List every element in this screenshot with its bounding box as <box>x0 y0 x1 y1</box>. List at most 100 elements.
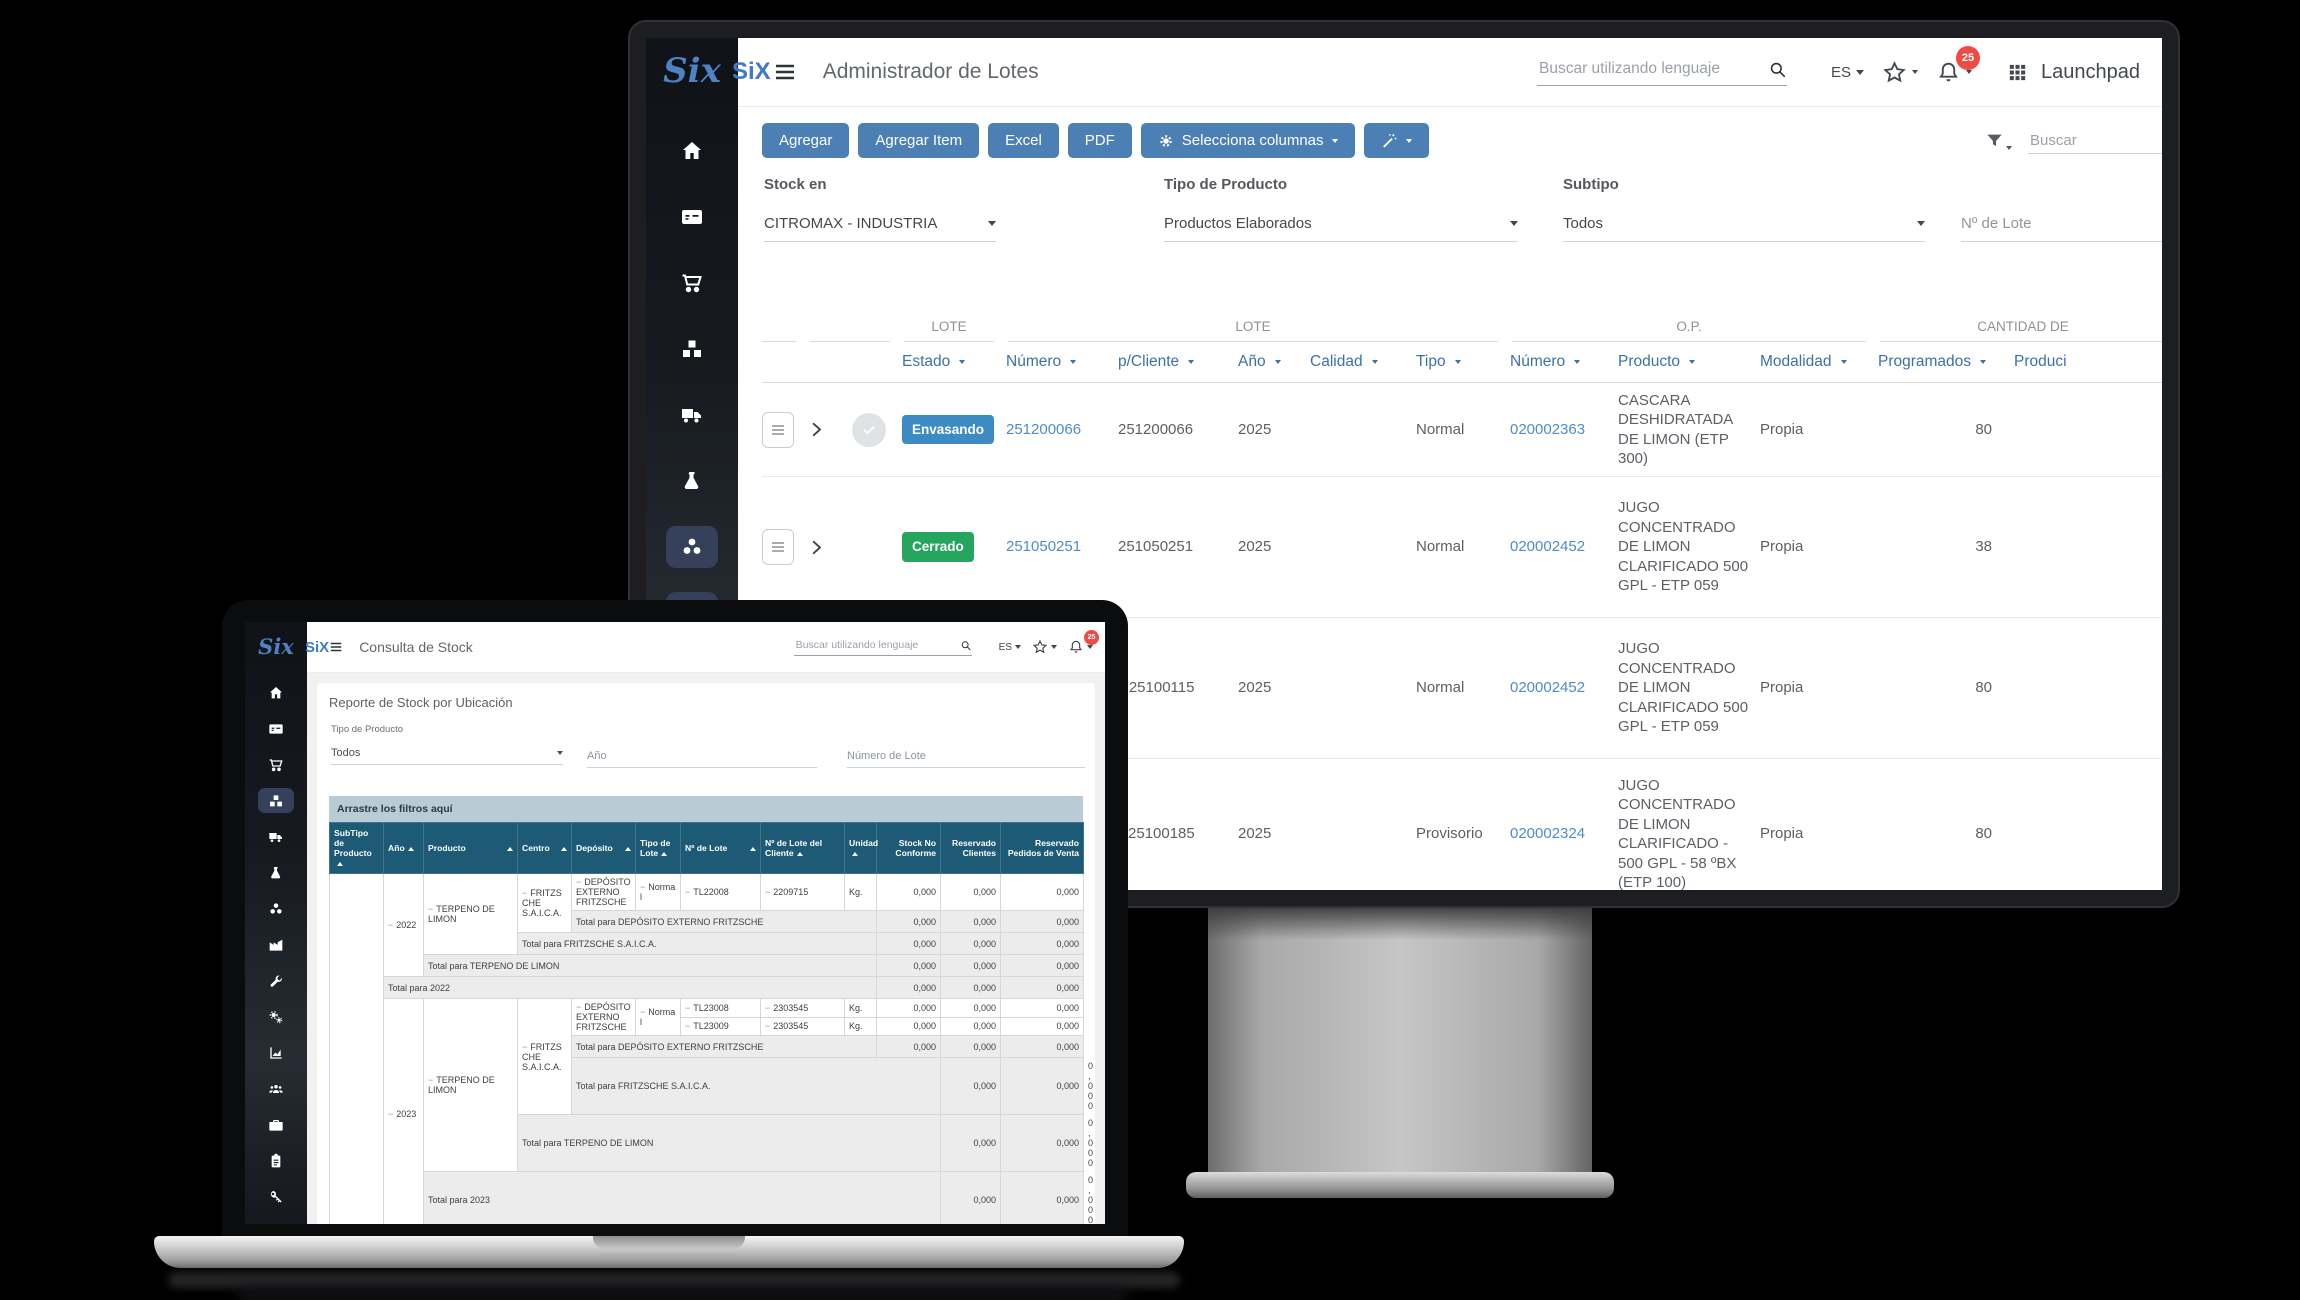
sidebar-item-users[interactable] <box>258 1076 294 1101</box>
favorites-menu[interactable] <box>1882 60 1919 85</box>
magic-actions-button[interactable] <box>1363 123 1429 158</box>
col-tipo[interactable]: Tipo <box>1416 353 1510 371</box>
col-reservado-pedidos[interactable]: Reservado Pedidos de Venta <box>1000 822 1084 874</box>
col-p-cliente[interactable]: p/Cliente <box>1118 353 1238 371</box>
collapse-icon[interactable] <box>388 920 396 930</box>
sidebar-item-clipboard[interactable] <box>258 1148 294 1173</box>
sidebar-item-invoice[interactable] <box>666 196 718 238</box>
subtipo-select[interactable]: Todos <box>1563 215 1925 242</box>
col-stock-no-conforme[interactable]: Stock No Conforme <box>876 822 941 874</box>
sidebar-item-molecule[interactable] <box>258 896 294 921</box>
app-logo[interactable]: Six <box>245 622 307 670</box>
collapse-icon[interactable] <box>388 1109 396 1119</box>
expand-chevron-icon[interactable] <box>808 539 825 556</box>
col-nro-lote[interactable]: Nº de Lote <box>680 822 761 874</box>
sidebar-item-truck[interactable] <box>258 824 294 849</box>
collapse-icon[interactable] <box>685 887 693 897</box>
sidebar-item-gears[interactable] <box>258 1004 294 1029</box>
search-icon[interactable] <box>960 639 972 652</box>
collapse-icon[interactable] <box>765 887 773 897</box>
filter-menu[interactable] <box>1985 131 2012 150</box>
favorites-menu[interactable] <box>1032 639 1057 655</box>
col-subtipo[interactable]: SubTipo de Producto <box>329 822 384 874</box>
collapse-icon[interactable] <box>640 882 648 892</box>
collapse-icon[interactable] <box>765 1021 773 1031</box>
notifications-menu[interactable]: 25 <box>1068 630 1099 655</box>
sidebar-item-home[interactable] <box>258 680 294 705</box>
agregar-button[interactable]: Agregar <box>762 123 850 158</box>
col-producto[interactable]: Producto <box>1618 353 1760 371</box>
excel-button[interactable]: Excel <box>988 123 1059 158</box>
col-reservado-clientes[interactable]: Reservado Clientes <box>940 822 1001 874</box>
global-search-input[interactable] <box>1537 59 1768 79</box>
sidebar-item-cart[interactable] <box>666 262 718 304</box>
notifications-menu[interactable]: 25 <box>1936 45 1981 85</box>
op-number-link[interactable]: 020002452 <box>1510 538 1586 556</box>
sidebar-item-factory[interactable] <box>258 932 294 957</box>
nro-lote-input[interactable] <box>1961 215 2162 242</box>
col-numero[interactable]: Número <box>1006 353 1118 371</box>
op-number-link[interactable]: 020002324 <box>1510 825 1586 843</box>
tipo-producto-select[interactable]: Todos <box>331 747 563 765</box>
sidebar-item-flask[interactable] <box>258 860 294 885</box>
sidebar-item-cart[interactable] <box>258 752 294 777</box>
sidebar-item-truck[interactable] <box>666 394 718 436</box>
col-estado[interactable]: Estado <box>902 353 1006 371</box>
col-deposito[interactable]: Depósito <box>571 822 636 874</box>
agregar-item-button[interactable]: Agregar Item <box>858 123 980 158</box>
collapse-icon[interactable] <box>765 1003 773 1013</box>
launchpad-button[interactable]: Launchpad <box>2006 61 2140 84</box>
sidebar-item-briefcase[interactable] <box>258 1112 294 1137</box>
col-calidad[interactable]: Calidad <box>1310 353 1416 371</box>
sidebar-item-home[interactable] <box>666 130 718 172</box>
collapse-icon[interactable] <box>522 888 530 898</box>
sidebar-item-invoice[interactable] <box>258 716 294 741</box>
lote-number-link[interactable]: 251050251 <box>1006 538 1082 556</box>
expand-chevron-icon[interactable] <box>808 421 825 438</box>
global-search-input[interactable] <box>793 638 960 652</box>
menu-icon[interactable] <box>773 60 797 84</box>
sidebar-item-molecule[interactable] <box>666 526 718 568</box>
language-selector[interactable]: ES <box>1831 64 1865 81</box>
col-producidos[interactable]: Produci <box>2014 353 2067 370</box>
numero-lote-input[interactable] <box>847 750 1085 768</box>
table-search-input[interactable] <box>2028 127 2162 154</box>
col-producto[interactable]: Producto <box>423 822 518 874</box>
sidebar-item-chart[interactable] <box>258 1040 294 1065</box>
op-number-link[interactable]: 020002363 <box>1510 420 1586 438</box>
lote-number-link[interactable]: 251200066 <box>1006 420 1082 438</box>
col-modalidad[interactable]: Modalidad <box>1760 353 1878 371</box>
col-op-numero[interactable]: Número <box>1510 353 1618 371</box>
language-selector[interactable]: ES <box>999 642 1021 653</box>
col-centro[interactable]: Centro <box>517 822 572 874</box>
col-ano[interactable]: Año <box>383 822 424 874</box>
collapse-icon[interactable] <box>428 904 436 914</box>
sidebar-item-boxes[interactable] <box>258 788 294 813</box>
app-logo[interactable]: Six <box>646 38 738 104</box>
drag-filters-hint[interactable]: Arrastre los filtros aquí <box>329 796 1083 822</box>
col-ano[interactable]: Año <box>1238 353 1310 371</box>
stock-en-select[interactable]: CITROMAX - INDUSTRIA <box>764 215 996 242</box>
collapse-icon[interactable] <box>640 1007 648 1017</box>
col-tipo-lote[interactable]: Tipo de Lote <box>635 822 681 874</box>
menu-icon[interactable] <box>329 640 343 654</box>
col-programados[interactable]: Programados <box>1878 353 2014 371</box>
sidebar-item-key[interactable] <box>258 1184 294 1209</box>
sidebar-item-boxes[interactable] <box>666 328 718 370</box>
search-icon[interactable] <box>1768 59 1787 80</box>
row-menu-button[interactable] <box>762 529 794 565</box>
collapse-icon[interactable] <box>685 1003 693 1013</box>
select-columns-button[interactable]: Selecciona columnas <box>1140 123 1355 158</box>
collapse-icon[interactable] <box>428 1075 436 1085</box>
tipo-producto-select[interactable]: Productos Elaborados <box>1164 215 1518 242</box>
pdf-button[interactable]: PDF <box>1067 123 1132 158</box>
ano-input[interactable] <box>587 750 817 768</box>
col-unidad[interactable]: Unidad <box>844 822 878 874</box>
row-menu-button[interactable] <box>762 411 794 448</box>
sidebar-item-wrench[interactable] <box>258 968 294 993</box>
collapse-icon[interactable] <box>522 1042 530 1052</box>
collapse-icon[interactable] <box>685 1021 693 1031</box>
col-nro-lote-cliente[interactable]: Nº de Lote del Cliente <box>760 822 845 874</box>
collapse-icon[interactable] <box>576 877 584 887</box>
collapse-icon[interactable] <box>576 1002 584 1012</box>
